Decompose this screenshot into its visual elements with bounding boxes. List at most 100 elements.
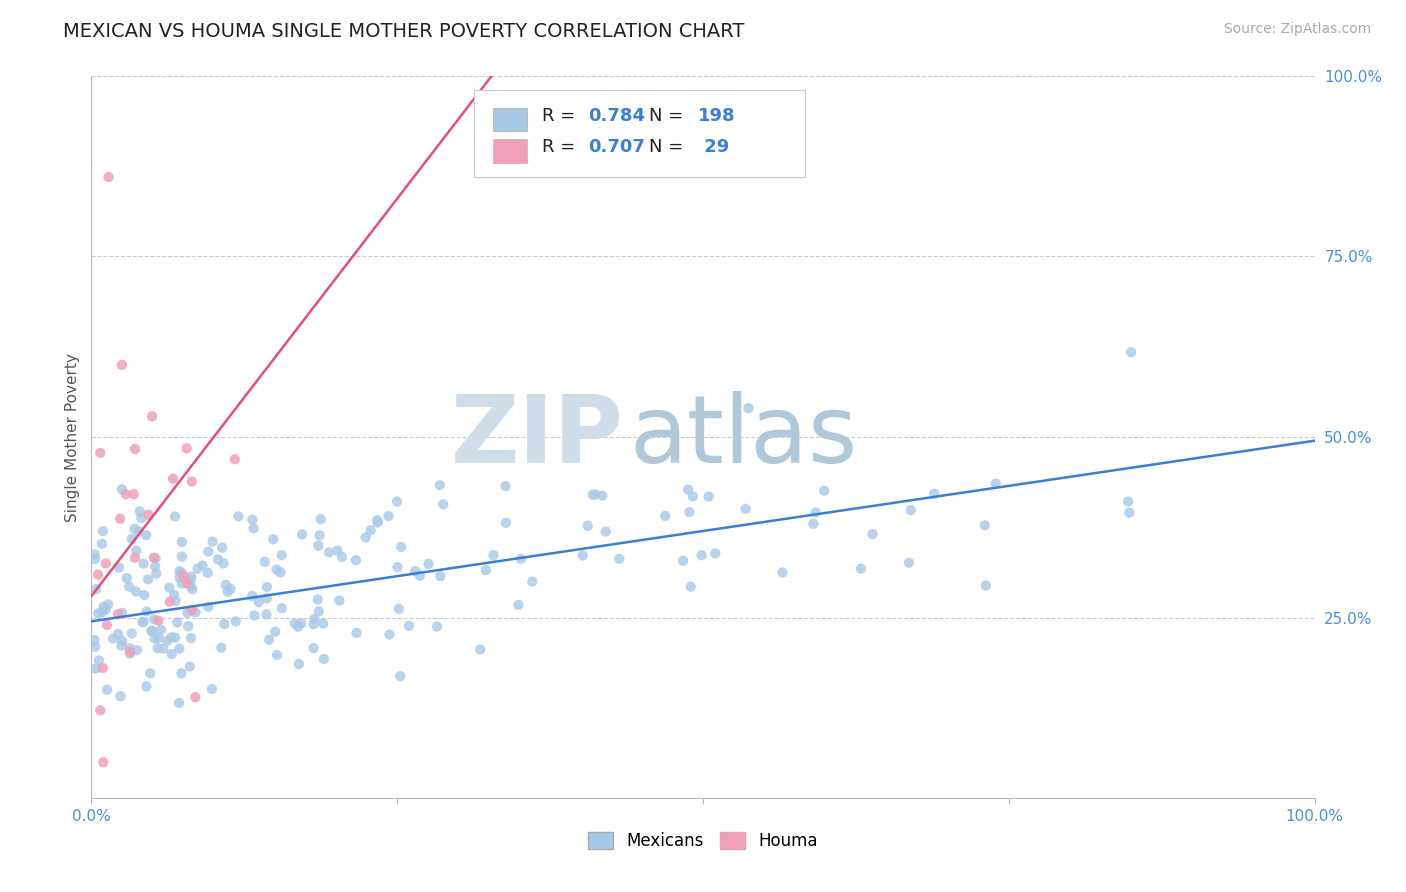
Point [482, 549, 505, 563]
Point [170, 576, 193, 591]
Point [118, 645, 141, 659]
Point [132, 557, 155, 571]
Point [576, 518, 599, 533]
Point [367, 516, 389, 530]
Point [121, 532, 143, 546]
Point [290, 616, 312, 631]
Point [224, 452, 246, 467]
Point [97, 598, 120, 612]
Point [287, 620, 309, 634]
Point [170, 566, 193, 580]
Point [209, 640, 232, 655]
Point [270, 548, 292, 562]
Point [170, 549, 193, 564]
Point [97, 169, 120, 184]
Point [141, 624, 163, 638]
Point [91, 537, 114, 551]
Text: 29: 29 [699, 138, 730, 156]
Text: ZIP: ZIP [450, 391, 623, 483]
Point [160, 647, 183, 661]
Point [156, 634, 179, 648]
Point [495, 479, 517, 493]
Point [366, 513, 388, 527]
Point [679, 580, 702, 594]
Point [984, 476, 1007, 491]
Point [801, 516, 824, 531]
Point [470, 642, 492, 657]
Point [330, 549, 353, 564]
Point [124, 522, 146, 536]
Point [697, 490, 720, 504]
Point [197, 544, 219, 558]
Point [107, 607, 129, 622]
Point [409, 568, 432, 582]
Point [522, 574, 544, 589]
Point [302, 617, 325, 632]
Point [176, 606, 198, 620]
Point [737, 401, 759, 416]
Point [256, 580, 278, 594]
Point [704, 546, 727, 560]
Point [118, 641, 141, 656]
Point [180, 631, 202, 645]
Point [676, 483, 699, 497]
Point [180, 573, 202, 587]
Point [256, 591, 278, 606]
Point [110, 690, 132, 704]
Point [148, 614, 170, 628]
Point [266, 648, 288, 662]
Point [176, 576, 198, 591]
Point [308, 604, 330, 618]
Point [804, 506, 827, 520]
Point [900, 503, 922, 517]
Point [121, 626, 143, 640]
Point [307, 592, 329, 607]
Point [318, 545, 340, 559]
Point [179, 659, 201, 673]
Point [167, 696, 190, 710]
Point [163, 588, 186, 602]
Point [924, 487, 946, 501]
Point [118, 580, 141, 594]
Text: N =: N = [650, 138, 689, 156]
Text: 198: 198 [699, 106, 735, 125]
Point [378, 627, 401, 641]
Point [111, 606, 134, 620]
Point [93, 599, 115, 614]
Point [84, 552, 107, 566]
Point [770, 566, 793, 580]
Point [389, 540, 412, 554]
Point [170, 666, 193, 681]
Point [108, 560, 131, 574]
Point [429, 569, 451, 583]
Point [214, 617, 236, 632]
Bar [492, 138, 527, 162]
Point [215, 578, 238, 592]
Point [475, 563, 498, 577]
Point [141, 409, 163, 424]
Point [169, 641, 191, 656]
Point [91, 605, 114, 619]
Point [849, 561, 872, 575]
Point [184, 606, 207, 620]
Text: N =: N = [650, 106, 689, 125]
Point [145, 551, 167, 566]
Point [254, 607, 277, 622]
Point [243, 608, 266, 623]
Point [148, 631, 170, 645]
Point [124, 550, 146, 565]
Point [111, 634, 134, 648]
Point [398, 619, 420, 633]
Point [354, 530, 377, 544]
Point [571, 549, 593, 563]
Point [166, 615, 188, 630]
Point [242, 521, 264, 535]
Point [128, 504, 150, 518]
Point [191, 558, 214, 573]
Point [389, 669, 412, 683]
Point [132, 615, 155, 629]
Point [91, 661, 114, 675]
Point [160, 630, 183, 644]
Point [172, 568, 194, 582]
Point [426, 619, 449, 633]
